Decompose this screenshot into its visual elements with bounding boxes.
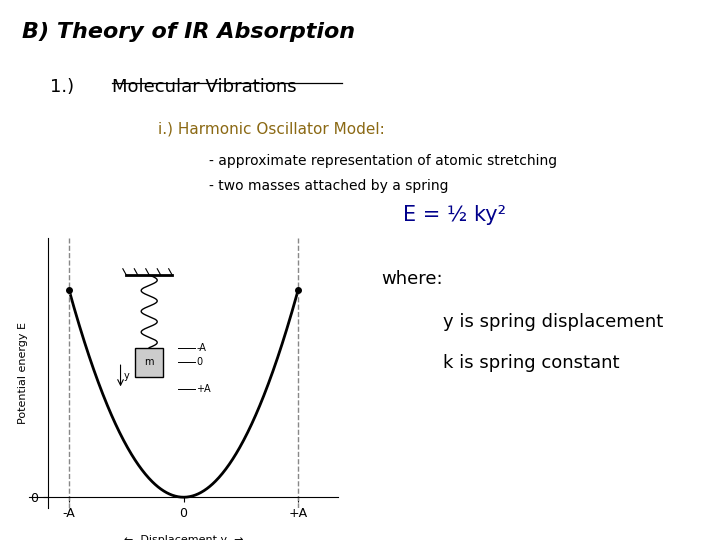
Text: y is spring displacement: y is spring displacement: [443, 313, 663, 331]
Text: B) Theory of IR Absorption: B) Theory of IR Absorption: [22, 22, 355, 42]
Text: k is spring constant: k is spring constant: [443, 354, 619, 372]
Text: i.) Harmonic Oscillator Model:: i.) Harmonic Oscillator Model:: [158, 122, 385, 137]
Text: 0: 0: [197, 357, 202, 367]
Text: ←  Displacement y  →: ← Displacement y →: [124, 535, 243, 540]
Text: +A: +A: [197, 384, 211, 394]
Y-axis label: Potential energy E: Potential energy E: [18, 322, 28, 423]
Text: y: y: [124, 371, 130, 381]
Text: - two masses attached by a spring: - two masses attached by a spring: [209, 179, 449, 193]
Bar: [135, 348, 163, 377]
Text: Molecular Vibrations: Molecular Vibrations: [112, 78, 296, 96]
Text: 1.): 1.): [50, 78, 91, 96]
Text: -A: -A: [197, 343, 206, 353]
Text: E = ½ ky²: E = ½ ky²: [403, 205, 506, 225]
Text: where:: where:: [382, 270, 444, 288]
Text: m: m: [145, 357, 154, 367]
Text: - approximate representation of atomic stretching: - approximate representation of atomic s…: [209, 154, 557, 168]
